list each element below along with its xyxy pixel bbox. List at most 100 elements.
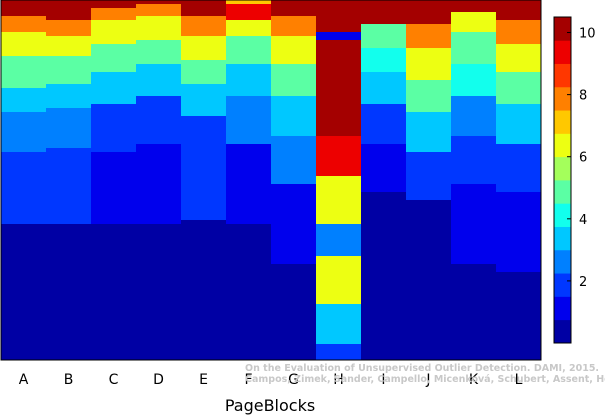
cell-H-5: [316, 176, 361, 225]
colorbar-swatch-10: [554, 86, 571, 111]
x-tick-label-J: J: [425, 372, 430, 388]
colorbar-ticks: 2 4 6 8 10: [567, 27, 596, 290]
colorbar-swatch-11: [554, 63, 571, 88]
cell-C-4: [91, 72, 136, 105]
cell-D-5: [136, 96, 181, 145]
cell-F-1: [226, 4, 271, 21]
cell-A-3: [1, 56, 46, 89]
cell-K-1: [451, 12, 496, 33]
cell-G-4: [271, 96, 316, 137]
watermark-line-2: Campos, Zimek, Sander, Campello, Micenko…: [245, 374, 605, 385]
cell-L-1: [496, 20, 541, 45]
colorbar-tick-label-8: 8: [579, 89, 587, 104]
colorbar-swatch-2: [554, 273, 571, 297]
cell-F-4: [226, 64, 271, 97]
cell-J-0: [406, 0, 451, 25]
cell-F-6: [226, 144, 271, 225]
cell-I-6: [361, 192, 406, 361]
cell-E-0: [181, 0, 226, 17]
cell-K-6: [451, 184, 496, 265]
colorbar-swatch-8: [554, 133, 571, 158]
cell-F-2: [226, 20, 271, 37]
cell-B-2: [46, 36, 91, 57]
cell-A-1: [1, 16, 46, 33]
cell-H-4: [316, 136, 361, 177]
x-axis-ticks: A B C D E F G H I J K L: [19, 372, 523, 388]
cell-A-5: [1, 112, 46, 153]
cell-F-5: [226, 96, 271, 145]
colorbar-swatch-1: [554, 296, 571, 321]
cell-E-1: [181, 16, 226, 37]
colorbar-swatch-6: [554, 180, 571, 204]
cell-B-0: [46, 0, 91, 21]
cell-J-4: [406, 112, 451, 153]
cell-G-5: [271, 136, 316, 185]
cell-B-6: [46, 148, 91, 225]
cell-A-2: [1, 32, 46, 57]
cell-D-3: [136, 40, 181, 65]
x-tick-label-H: H: [333, 372, 344, 388]
cell-H-6: [316, 224, 361, 257]
cell-B-3: [46, 56, 91, 85]
cell-H-3: [316, 88, 361, 137]
plot-area: [1, 0, 541, 361]
x-tick-label-E: E: [199, 372, 208, 388]
cell-C-5: [91, 104, 136, 153]
cell-L-4: [496, 104, 541, 145]
cell-C-6: [91, 152, 136, 225]
cell-L-7: [496, 272, 541, 361]
cell-K-0: [451, 0, 496, 13]
cell-I-1: [361, 24, 406, 49]
cell-A-6: [1, 152, 46, 225]
cell-E-5: [181, 116, 226, 157]
colorbar-swatch-13: [554, 17, 571, 41]
cell-I-3: [361, 72, 406, 105]
cell-L-0: [496, 0, 541, 21]
cell-H-8: [316, 304, 361, 345]
cell-G-2: [271, 36, 316, 65]
x-tick-label-G: G: [288, 372, 299, 388]
x-tick-label-D: D: [153, 372, 164, 388]
cell-D-6: [136, 144, 181, 225]
x-axis-label: PageBlocks: [225, 396, 315, 415]
cell-C-3: [91, 44, 136, 73]
cell-L-2: [496, 44, 541, 73]
cell-G-3: [271, 64, 316, 97]
colorbar-swatch-12: [554, 40, 571, 64]
cell-E-3: [181, 60, 226, 85]
cell-L-3: [496, 72, 541, 105]
cell-H-7: [316, 256, 361, 305]
cell-K-4: [451, 96, 496, 137]
plot-frame: [0, 0, 542, 361]
x-tick-label-L: L: [515, 372, 523, 388]
colorbar-swatch-3: [554, 249, 571, 274]
watermark-line-1: On the Evaluation of Unsupervised Outlie…: [245, 363, 599, 374]
cell-D-0: [136, 0, 181, 5]
cell-B-5: [46, 108, 91, 149]
cell-B-1: [46, 20, 91, 37]
colorbar-swatch-5: [554, 203, 571, 227]
cell-G-6: [271, 184, 316, 265]
x-tick-label-F: F: [244, 372, 252, 388]
cell-E-2: [181, 36, 226, 61]
cell-F-3: [226, 36, 271, 65]
cell-J-5: [406, 152, 451, 201]
cell-E-7: [181, 220, 226, 361]
cell-A-0: [1, 0, 46, 17]
colorbar-swatch-9: [554, 110, 571, 134]
cell-L-6: [496, 192, 541, 273]
cell-G-0: [271, 0, 316, 17]
cell-D-2: [136, 16, 181, 41]
cell-G-1: [271, 16, 316, 37]
cell-F-7: [226, 224, 271, 361]
colorbar-tick-label-4: 4: [579, 213, 587, 228]
cell-C-1: [91, 8, 136, 21]
cell-J-1: [406, 24, 451, 49]
cell-H-9: [316, 344, 361, 361]
cell-K-3: [451, 64, 496, 97]
x-tick-label-B: B: [64, 372, 74, 388]
colorbar-tick-label-10: 10: [579, 27, 596, 42]
colorbar-swatch-4: [554, 226, 571, 251]
cell-H-0: [316, 0, 361, 33]
